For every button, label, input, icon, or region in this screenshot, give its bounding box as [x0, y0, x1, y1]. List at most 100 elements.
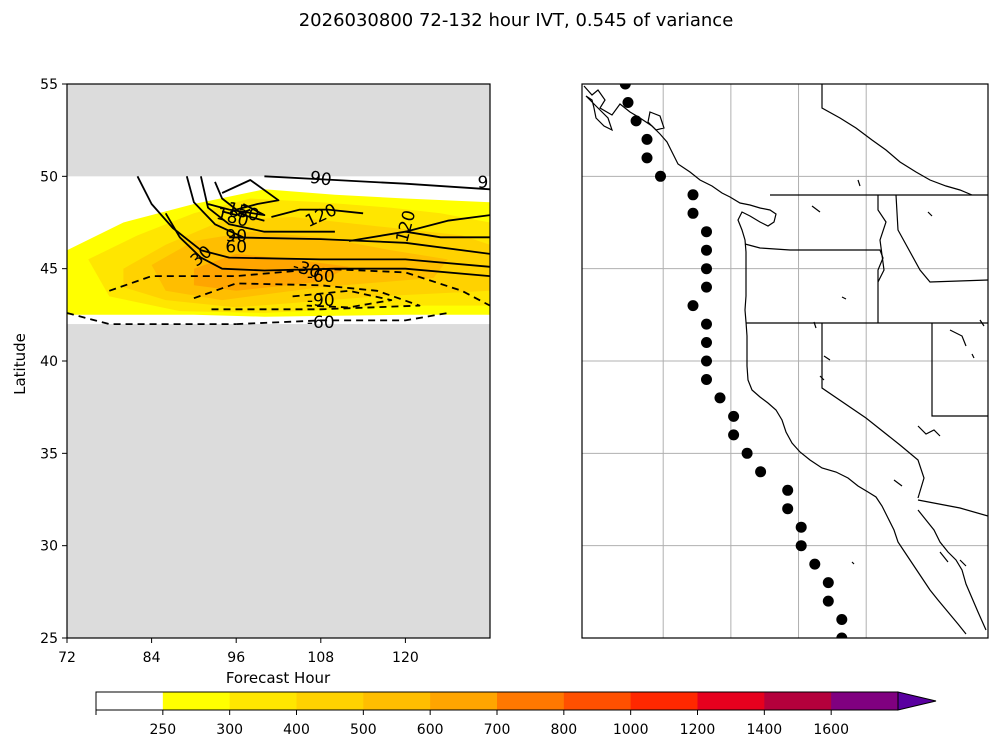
colorbar-segment — [630, 692, 698, 710]
colorbar-tick-label: 250 — [149, 722, 176, 738]
us-mexico-border — [917, 499, 988, 517]
coast-point — [836, 632, 848, 638]
contour-line-60-9 — [185, 176, 244, 239]
contour-label: -60 — [307, 313, 335, 333]
island-coast — [585, 95, 665, 132]
y-tick-label: 50 — [40, 169, 58, 185]
contour-line-60-5 — [229, 236, 490, 255]
coast-point — [782, 484, 794, 496]
coast-point — [641, 133, 653, 145]
colorbar-segment — [296, 692, 364, 710]
coast-point — [701, 226, 712, 238]
coast-point — [822, 577, 834, 589]
x-axis-ticks: 72 84 96 108 120 — [58, 638, 419, 666]
coast-point — [687, 207, 699, 219]
coastline — [583, 85, 967, 635]
y-tick-label: 55 — [40, 77, 58, 93]
colorbar-segment — [430, 692, 498, 710]
contour-line-30-12 — [136, 175, 490, 268]
coast-point — [641, 152, 653, 164]
y-tick-label: 40 — [40, 354, 58, 370]
coast-point — [701, 374, 712, 385]
y-tick-label: 25 — [40, 631, 58, 647]
coast-point — [822, 595, 834, 607]
contour-line-30-6 — [164, 212, 490, 277]
contour-line-180-8 — [221, 208, 251, 217]
y-axis-ticks: 25 30 35 40 45 50 55 — [40, 77, 67, 647]
contour-label: 9 — [478, 173, 489, 193]
contour-line-60-4 — [221, 179, 280, 211]
contour-line-90-0 — [264, 175, 490, 191]
coast-point — [701, 281, 712, 293]
contour-line-neg60-14 — [193, 282, 421, 311]
coast-point — [687, 300, 699, 312]
x-tick-label: 108 — [307, 650, 334, 666]
colorbar: 250 300 400 500 600 700 800 1000 1200 1400 1600 — [95, 691, 937, 738]
contour-line-150-7 — [207, 203, 266, 217]
y-tick-label: 35 — [40, 446, 58, 462]
coast-point — [701, 244, 712, 256]
colorbar-extend-arrow — [897, 691, 937, 711]
coast-point — [701, 337, 712, 348]
colorbar-tick-label: 1000 — [613, 722, 649, 738]
colorbar-tick-label: 1200 — [680, 722, 716, 738]
colorbar-segment — [96, 692, 164, 710]
coast-point — [741, 447, 753, 459]
coast-point — [701, 355, 712, 367]
contour-label: 90 — [309, 168, 333, 191]
coast-point — [809, 558, 821, 570]
coast-point — [755, 466, 767, 478]
colorbar-segment — [697, 692, 765, 710]
contour-line-neg90-15 — [292, 289, 393, 309]
map-boundaries — [583, 84, 988, 635]
contour-line-neg60-17 — [236, 312, 448, 325]
coast-point — [630, 115, 642, 127]
colorbar-segment — [831, 692, 899, 710]
coast-point — [622, 97, 634, 108]
contour-line-120-11 — [214, 181, 265, 222]
colorbar-tick-label: 400 — [283, 722, 310, 738]
colorbar-tick-label: 700 — [484, 722, 511, 738]
coast-point — [687, 189, 699, 201]
coast-point — [701, 263, 712, 275]
contour-label: 90 — [225, 226, 247, 246]
colorbar-tick-label: 500 — [350, 722, 377, 738]
nevada-east-border — [931, 323, 988, 417]
x-tick-label: 96 — [227, 650, 245, 666]
figure-title: 2026030800 72-132 hour IVT, 0.545 of var… — [299, 10, 734, 31]
baja-coast — [917, 509, 987, 631]
coast-point — [619, 84, 631, 90]
lakes — [811, 179, 985, 567]
coast-point — [836, 614, 848, 625]
contour-line-90-1 — [405, 214, 490, 233]
colorbar-segment — [363, 692, 431, 710]
contour-line-120-3 — [348, 230, 490, 242]
colorbar-segment — [563, 692, 632, 710]
anomaly-contour-lines — [67, 175, 490, 326]
colorbar-tick-label: 1600 — [813, 722, 849, 738]
idaho-border — [877, 194, 988, 283]
x-tick-label: 72 — [58, 650, 76, 666]
contour-line-neg60-16 — [67, 312, 237, 326]
y-tick-label: 30 — [40, 539, 58, 555]
x-tick-label: 84 — [143, 650, 161, 666]
ivt-fill-600 — [193, 253, 349, 291]
map-panel — [581, 83, 989, 639]
colorbar-segment — [497, 692, 565, 710]
coast-point — [728, 410, 740, 422]
missing-data-area — [67, 84, 490, 638]
coast-point — [782, 503, 794, 515]
right-axes-frame — [581, 83, 989, 639]
x-axis-label: Forecast Hour — [226, 669, 331, 687]
coast-point — [655, 170, 666, 182]
contour-label: -60 — [307, 267, 335, 287]
colorbar-tick-label: 800 — [550, 722, 577, 738]
coast-point — [728, 429, 740, 441]
canada-province-border — [821, 84, 973, 196]
wa-or-border — [744, 243, 884, 323]
colorbar-segment — [764, 692, 832, 710]
coast-point — [795, 540, 807, 552]
contour-label: 60 — [225, 238, 247, 258]
